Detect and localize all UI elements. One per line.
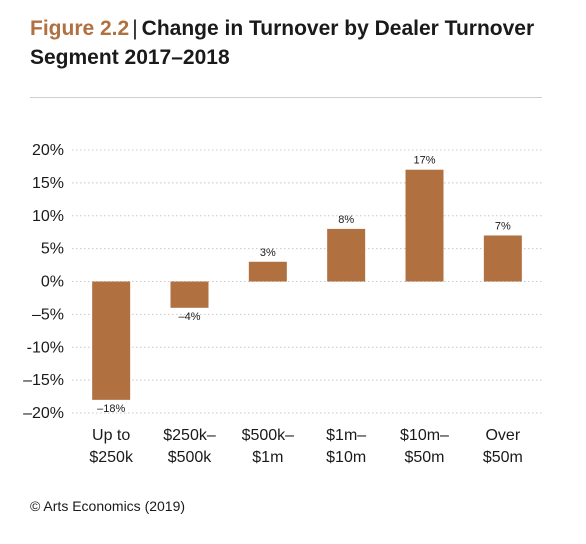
x-tick-label: $50m [404, 449, 444, 466]
title-line-1: Change in Turnover by Dealer Turnover [141, 17, 535, 40]
title-divider [30, 97, 542, 98]
y-tick-label: –5% [32, 306, 64, 323]
y-tick-label: -10% [27, 339, 64, 356]
x-tick-label: $500k [168, 449, 213, 466]
data-label: 3% [260, 247, 276, 259]
x-tick-label: $500k– [242, 427, 295, 444]
y-tick-label: –20% [23, 405, 64, 422]
y-tick-label: 20% [32, 142, 64, 159]
bar [170, 281, 209, 308]
title-separator: | [132, 17, 138, 40]
y-tick-label: 10% [32, 208, 64, 225]
x-tick-label: $1m [252, 449, 283, 466]
x-tick-label: $10m [326, 449, 366, 466]
bar [405, 169, 444, 282]
x-tick-label: $50m [483, 449, 523, 466]
figure-label: Figure 2.2 [30, 17, 130, 40]
y-tick-label: 0% [41, 274, 64, 291]
source-note: © Arts Economics (2019) [30, 498, 186, 514]
x-tick-label: $10m– [400, 427, 449, 444]
y-tick-label: 15% [32, 175, 64, 192]
bar [483, 235, 522, 282]
y-tick-label: 5% [41, 241, 64, 258]
data-label: 7% [495, 220, 511, 232]
data-label: 17% [413, 155, 435, 167]
title-line-2: Segment 2017–2018 [30, 46, 230, 69]
bar [327, 228, 366, 282]
data-label: 8% [338, 214, 354, 226]
x-tick-label: $250k– [163, 427, 216, 444]
bar [248, 261, 287, 282]
y-tick-label: –15% [23, 372, 64, 389]
x-tick-label: $1m– [326, 427, 366, 444]
x-tick-label: $250k [89, 449, 134, 466]
figure-title: Figure 2.2 | Change in Turnover by Dealer … [30, 14, 560, 72]
bar [92, 281, 131, 400]
data-label: –4% [178, 311, 200, 323]
x-tick-label: Over [485, 427, 520, 444]
x-tick-label: Up to [92, 427, 130, 444]
data-label: –18% [97, 403, 125, 415]
